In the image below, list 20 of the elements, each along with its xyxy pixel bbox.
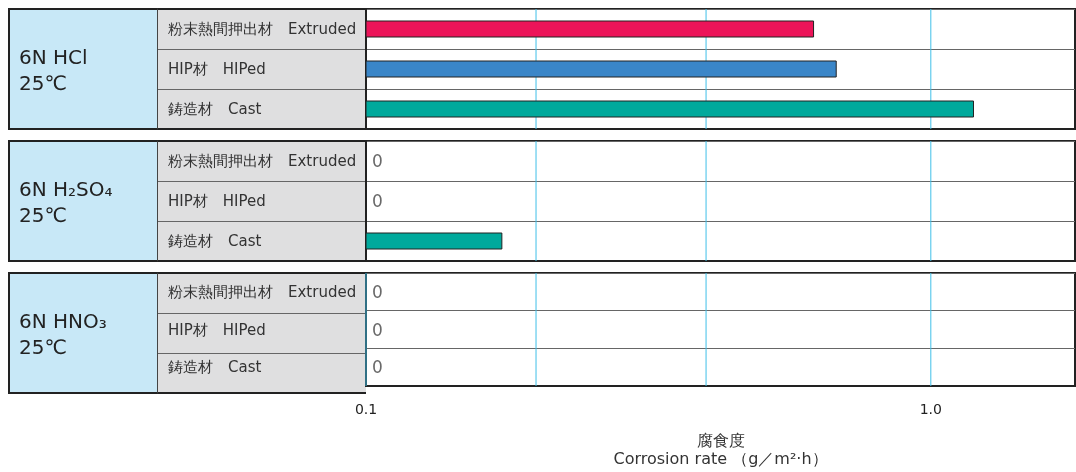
y-tick-label: 鋳造材 Cast [168, 358, 262, 377]
text: 0 [372, 281, 383, 302]
x-axis-title: 腐食度 Corrosion rate （g／m²·h） [613, 430, 828, 468]
y-tick-label: HIP材 HIPed [168, 192, 266, 210]
text: 6N HNO₃ 25℃ [19, 309, 107, 359]
y-tick-label: HIP材 HIPed [168, 320, 266, 339]
text: 6N HCl 25℃ [19, 45, 88, 95]
y-tick-label: 鋳造材 Cast [168, 100, 262, 118]
x-tick-label: 0.1 [354, 401, 378, 417]
text: 0 [372, 151, 383, 171]
text: 0 [372, 357, 383, 378]
y-tick-label: 粉末熱間押出材 Extruded [168, 152, 357, 170]
y-tick-label: 鋳造材 Cast [168, 232, 262, 250]
y-tick-label: 粉末熱間押出材 Extruded [168, 20, 357, 38]
y-tick-label: 粉末熱間押出材 Extruded [168, 282, 357, 301]
y-tick-label: HIP材 HIPed [168, 60, 266, 78]
text: 0 [372, 319, 383, 340]
text: 6N H₂SO₄ 25℃ [19, 177, 113, 227]
text: 0 [372, 191, 383, 211]
x-tick-label: 1.0 [919, 401, 942, 417]
